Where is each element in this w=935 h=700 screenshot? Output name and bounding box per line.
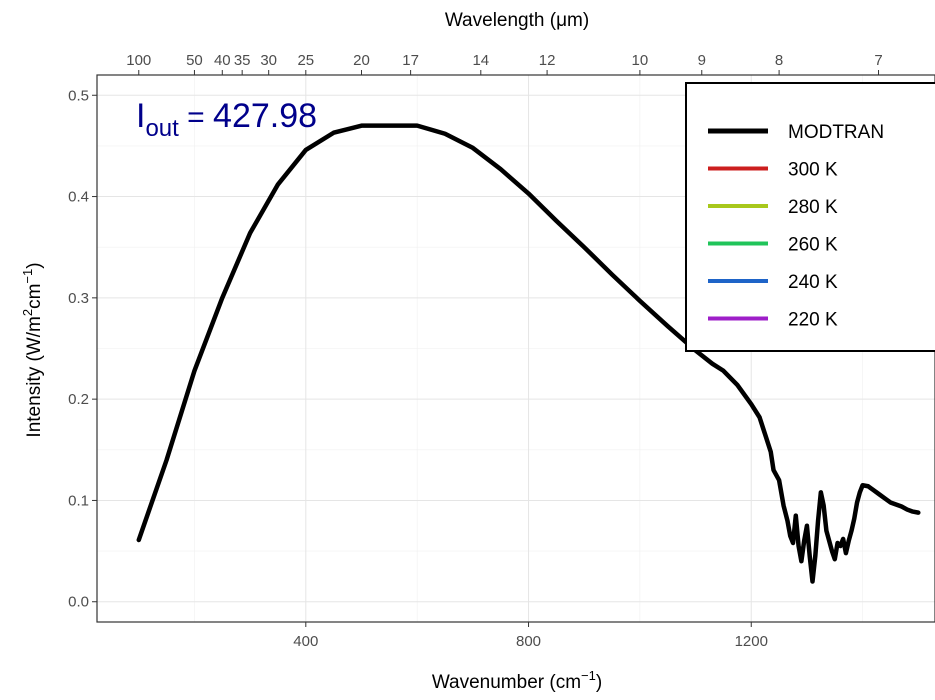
x-tick-label: 800 — [516, 633, 541, 650]
x-tick-label: 1200 — [735, 633, 768, 650]
annotation-sub: out — [145, 115, 179, 142]
x2-tick-label: 12 — [539, 52, 556, 69]
y-axis-title: Intensity (W/m2cm−1) — [20, 262, 45, 437]
y-tick-label: 0.3 — [68, 290, 89, 307]
plot-panel — [96, 74, 935, 623]
x2-tick-label: 8 — [775, 52, 783, 69]
iout-annotation: Iout = 427.98 — [136, 97, 317, 142]
legend-label: 260 K — [788, 235, 838, 256]
axes: 0.0 0.1 0.2 0.3 0.4 0.5 400 800 1200 100 50 40 35 30 2… — [68, 52, 883, 650]
legend-label: 240 K — [788, 272, 838, 293]
x2-tick-label: 9 — [698, 52, 706, 69]
y-axis-title-close: ) — [24, 262, 45, 268]
legend-box — [685, 82, 935, 352]
legend-label: MODTRAN — [788, 122, 884, 143]
y-axis-title-p1: Intensity (W/m — [24, 316, 45, 437]
x2-tick-label: 100 — [126, 52, 151, 69]
y-axis-title-sup1: 2 — [20, 309, 35, 316]
annotation-eq: = — [179, 101, 213, 134]
x2-tick-label: 40 — [214, 52, 231, 69]
x2-tick-label: 50 — [186, 52, 203, 69]
legend-label: 300 K — [788, 160, 838, 181]
y-tick-label: 0.2 — [68, 391, 89, 408]
annotation-value: 427.98 — [213, 97, 317, 135]
x2-axis-title: Wavelength (μm) — [445, 10, 589, 31]
x2-tick-label: 30 — [260, 52, 277, 69]
x-axis-title-close: ) — [596, 672, 602, 693]
x-axis-title-main: Wavenumber (cm — [432, 672, 581, 693]
y-tick-label: 0.5 — [68, 87, 89, 104]
legend-label: 280 K — [788, 197, 838, 218]
annotation-base: I — [136, 97, 145, 135]
series-line-modtran — [136, 123, 921, 584]
legend: MODTRAN 300 K 280 K 260 K 240 K 220 K — [685, 82, 935, 352]
x2-tick-label: 7 — [874, 52, 882, 69]
y-axis-title-sup2: −1 — [20, 269, 35, 284]
series-lines — [136, 123, 921, 584]
y-tick-label: 0.1 — [68, 492, 89, 509]
x2-tick-label: 14 — [472, 52, 489, 69]
x2-tick-label: 20 — [353, 52, 370, 69]
x2-tick-label: 17 — [402, 52, 419, 69]
x-axis-title: Wavenumber (cm−1) — [432, 668, 602, 693]
x2-tick-label: 35 — [234, 52, 251, 69]
x2-tick-label: 25 — [297, 52, 314, 69]
y-tick-label: 0.0 — [68, 594, 89, 611]
y-axis-title-p2: cm — [24, 284, 45, 309]
legend-label: 220 K — [788, 310, 838, 331]
y-tick-label: 0.4 — [68, 189, 89, 206]
x2-tick-label: 10 — [632, 52, 649, 69]
x-axis-title-sup: −1 — [581, 668, 596, 683]
x-tick-label: 400 — [293, 633, 318, 650]
